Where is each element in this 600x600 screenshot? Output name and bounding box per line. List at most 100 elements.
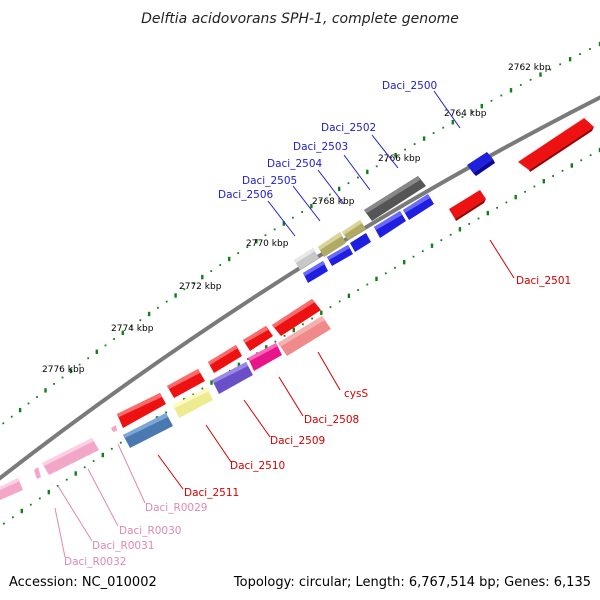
gene-daci-2501-outer[interactable] xyxy=(518,116,594,172)
label-daci-2501[interactable]: Daci_2501 xyxy=(516,275,571,287)
gene-daci-2509[interactable] xyxy=(212,362,253,394)
inner-scale-tick xyxy=(468,223,471,225)
gene-daci-r0029[interactable] xyxy=(111,425,117,432)
label-daci-r0029[interactable]: Daci_R0029 xyxy=(145,502,207,514)
label-daci-2509[interactable]: Daci_2509 xyxy=(270,435,325,447)
label-daci-2505[interactable]: Daci_2505 xyxy=(242,175,297,187)
gene-daci-2508[interactable] xyxy=(248,343,282,371)
outer-scale-tick xyxy=(273,228,276,231)
gene-daci-2507-grey[interactable] xyxy=(294,248,319,270)
outer-scale-tick xyxy=(432,132,435,134)
inner-scale-tick xyxy=(347,293,351,298)
outer-scale-tick xyxy=(36,396,38,398)
inner-scale-tick xyxy=(302,323,304,326)
outer-scale-tick xyxy=(579,53,581,55)
gene-daci-2505[interactable] xyxy=(342,220,366,240)
inner-scale-tick xyxy=(192,393,195,396)
inner-scale-tick xyxy=(338,300,341,303)
outer-scale-tick xyxy=(69,368,73,374)
outer-scale-tick xyxy=(413,143,416,145)
kbp-label-2764: 2764 kbp xyxy=(444,109,487,119)
gene-cyss[interactable] xyxy=(278,316,331,356)
outer-scale-tick xyxy=(183,288,186,291)
gene-cyss-red[interactable] xyxy=(243,326,273,351)
gene-daci-2504[interactable] xyxy=(374,211,406,238)
leader-lines-pink xyxy=(54,443,146,558)
label-daci-2506[interactable]: Daci_2506 xyxy=(218,189,274,201)
inner-scale-tick xyxy=(101,452,104,458)
outer-scale-tick xyxy=(219,264,222,266)
label-daci-2502[interactable]: Daci_2502 xyxy=(321,122,376,134)
outer-scale-tick xyxy=(539,72,542,77)
inner-scale-tick xyxy=(119,441,122,444)
label-daci-2504[interactable]: Daci_2504 xyxy=(267,158,323,170)
label-cyss[interactable]: cysS xyxy=(344,388,368,400)
inner-scale-tick xyxy=(165,411,167,414)
label-daci-2508[interactable]: Daci_2508 xyxy=(304,414,359,426)
outer-scale-tick xyxy=(549,68,552,71)
inner-scale-tick xyxy=(292,327,295,333)
inner-scale-tick xyxy=(533,185,536,188)
inner-scale-tick xyxy=(496,206,498,209)
label-daci-2510[interactable]: Daci_2510 xyxy=(230,460,285,472)
gene-daci-2500[interactable] xyxy=(467,152,495,176)
outer-scale-tick xyxy=(78,363,81,366)
gene-daci-2504b[interactable] xyxy=(350,233,371,252)
outer-scale-tick xyxy=(255,239,258,244)
outer-scale-tick xyxy=(461,116,464,118)
gene-daci-2511-red[interactable] xyxy=(117,393,166,428)
inner-scale-tick xyxy=(56,485,59,487)
outer-scale-tick xyxy=(2,422,5,425)
inner-scale-tick xyxy=(274,340,277,343)
label-daci-r0030[interactable]: Daci_R0030 xyxy=(119,525,181,537)
inner-scale-tick xyxy=(65,478,68,481)
inner-scale-tick xyxy=(542,179,545,184)
kbp-label-2768: 2768 kbp xyxy=(312,197,355,207)
outer-scale-tick xyxy=(264,234,267,237)
accession-text: Accession: NC_010002 xyxy=(9,575,157,590)
outer-scale-tick xyxy=(422,136,426,141)
kbp-label-2762: 2762 kbp xyxy=(508,63,551,73)
gene-daci-2511[interactable] xyxy=(123,413,173,448)
inner-scale-tick xyxy=(412,255,415,258)
label-daci-2511[interactable]: Daci_2511 xyxy=(184,487,239,499)
gene-daci-r0032[interactable] xyxy=(0,478,23,500)
gene-daci-2510[interactable] xyxy=(173,388,213,418)
inner-scale-tick xyxy=(403,260,406,265)
outer-scale-tick xyxy=(480,103,483,109)
gene-daci-2503[interactable] xyxy=(364,176,426,221)
inner-scale-tick xyxy=(440,239,443,242)
label-daci-2500[interactable]: Daci_2500 xyxy=(382,80,437,92)
label-daci-2503[interactable]: Daci_2503 xyxy=(293,141,348,153)
kbp-label-2766: 2766 kbp xyxy=(378,154,421,164)
inner-scale-tick xyxy=(430,243,434,248)
inner-scale-tick xyxy=(449,233,452,236)
gene-daci-2509-red[interactable] xyxy=(208,345,242,373)
inner-scale-tick xyxy=(384,272,387,275)
gene-daci-r0031[interactable] xyxy=(34,467,41,479)
outer-scale-tick xyxy=(95,349,98,354)
outer-scale-tick xyxy=(301,211,303,213)
gene-daci-r0030[interactable] xyxy=(42,438,99,475)
outer-scale-tick xyxy=(375,165,378,168)
inner-scale-tick xyxy=(375,276,378,282)
gene-daci-2505b[interactable] xyxy=(327,245,353,266)
label-daci-r0031[interactable]: Daci_R0031 xyxy=(92,540,154,552)
gene-daci-2506[interactable] xyxy=(318,232,346,257)
inner-scale-tick xyxy=(92,460,95,462)
outer-scale-tick xyxy=(246,246,249,248)
gene-daci-2502[interactable] xyxy=(403,194,434,220)
label-daci-r0032[interactable]: Daci_R0032 xyxy=(64,556,126,568)
outer-scale-ticks xyxy=(2,41,600,425)
outer-scale-tick xyxy=(282,221,285,226)
outer-scale-tick xyxy=(319,199,322,202)
gene-daci-2501[interactable] xyxy=(449,190,486,221)
gene-daci-2510-red[interactable] xyxy=(167,369,205,398)
kbp-label-2770: 2770 kbp xyxy=(246,239,289,249)
outer-scale-tick xyxy=(157,306,159,309)
genome-backbone xyxy=(0,93,600,483)
outer-scale-tick xyxy=(529,78,532,81)
gene-daci-2508-red[interactable] xyxy=(272,299,321,336)
gene-daci-2506b[interactable] xyxy=(303,261,328,283)
